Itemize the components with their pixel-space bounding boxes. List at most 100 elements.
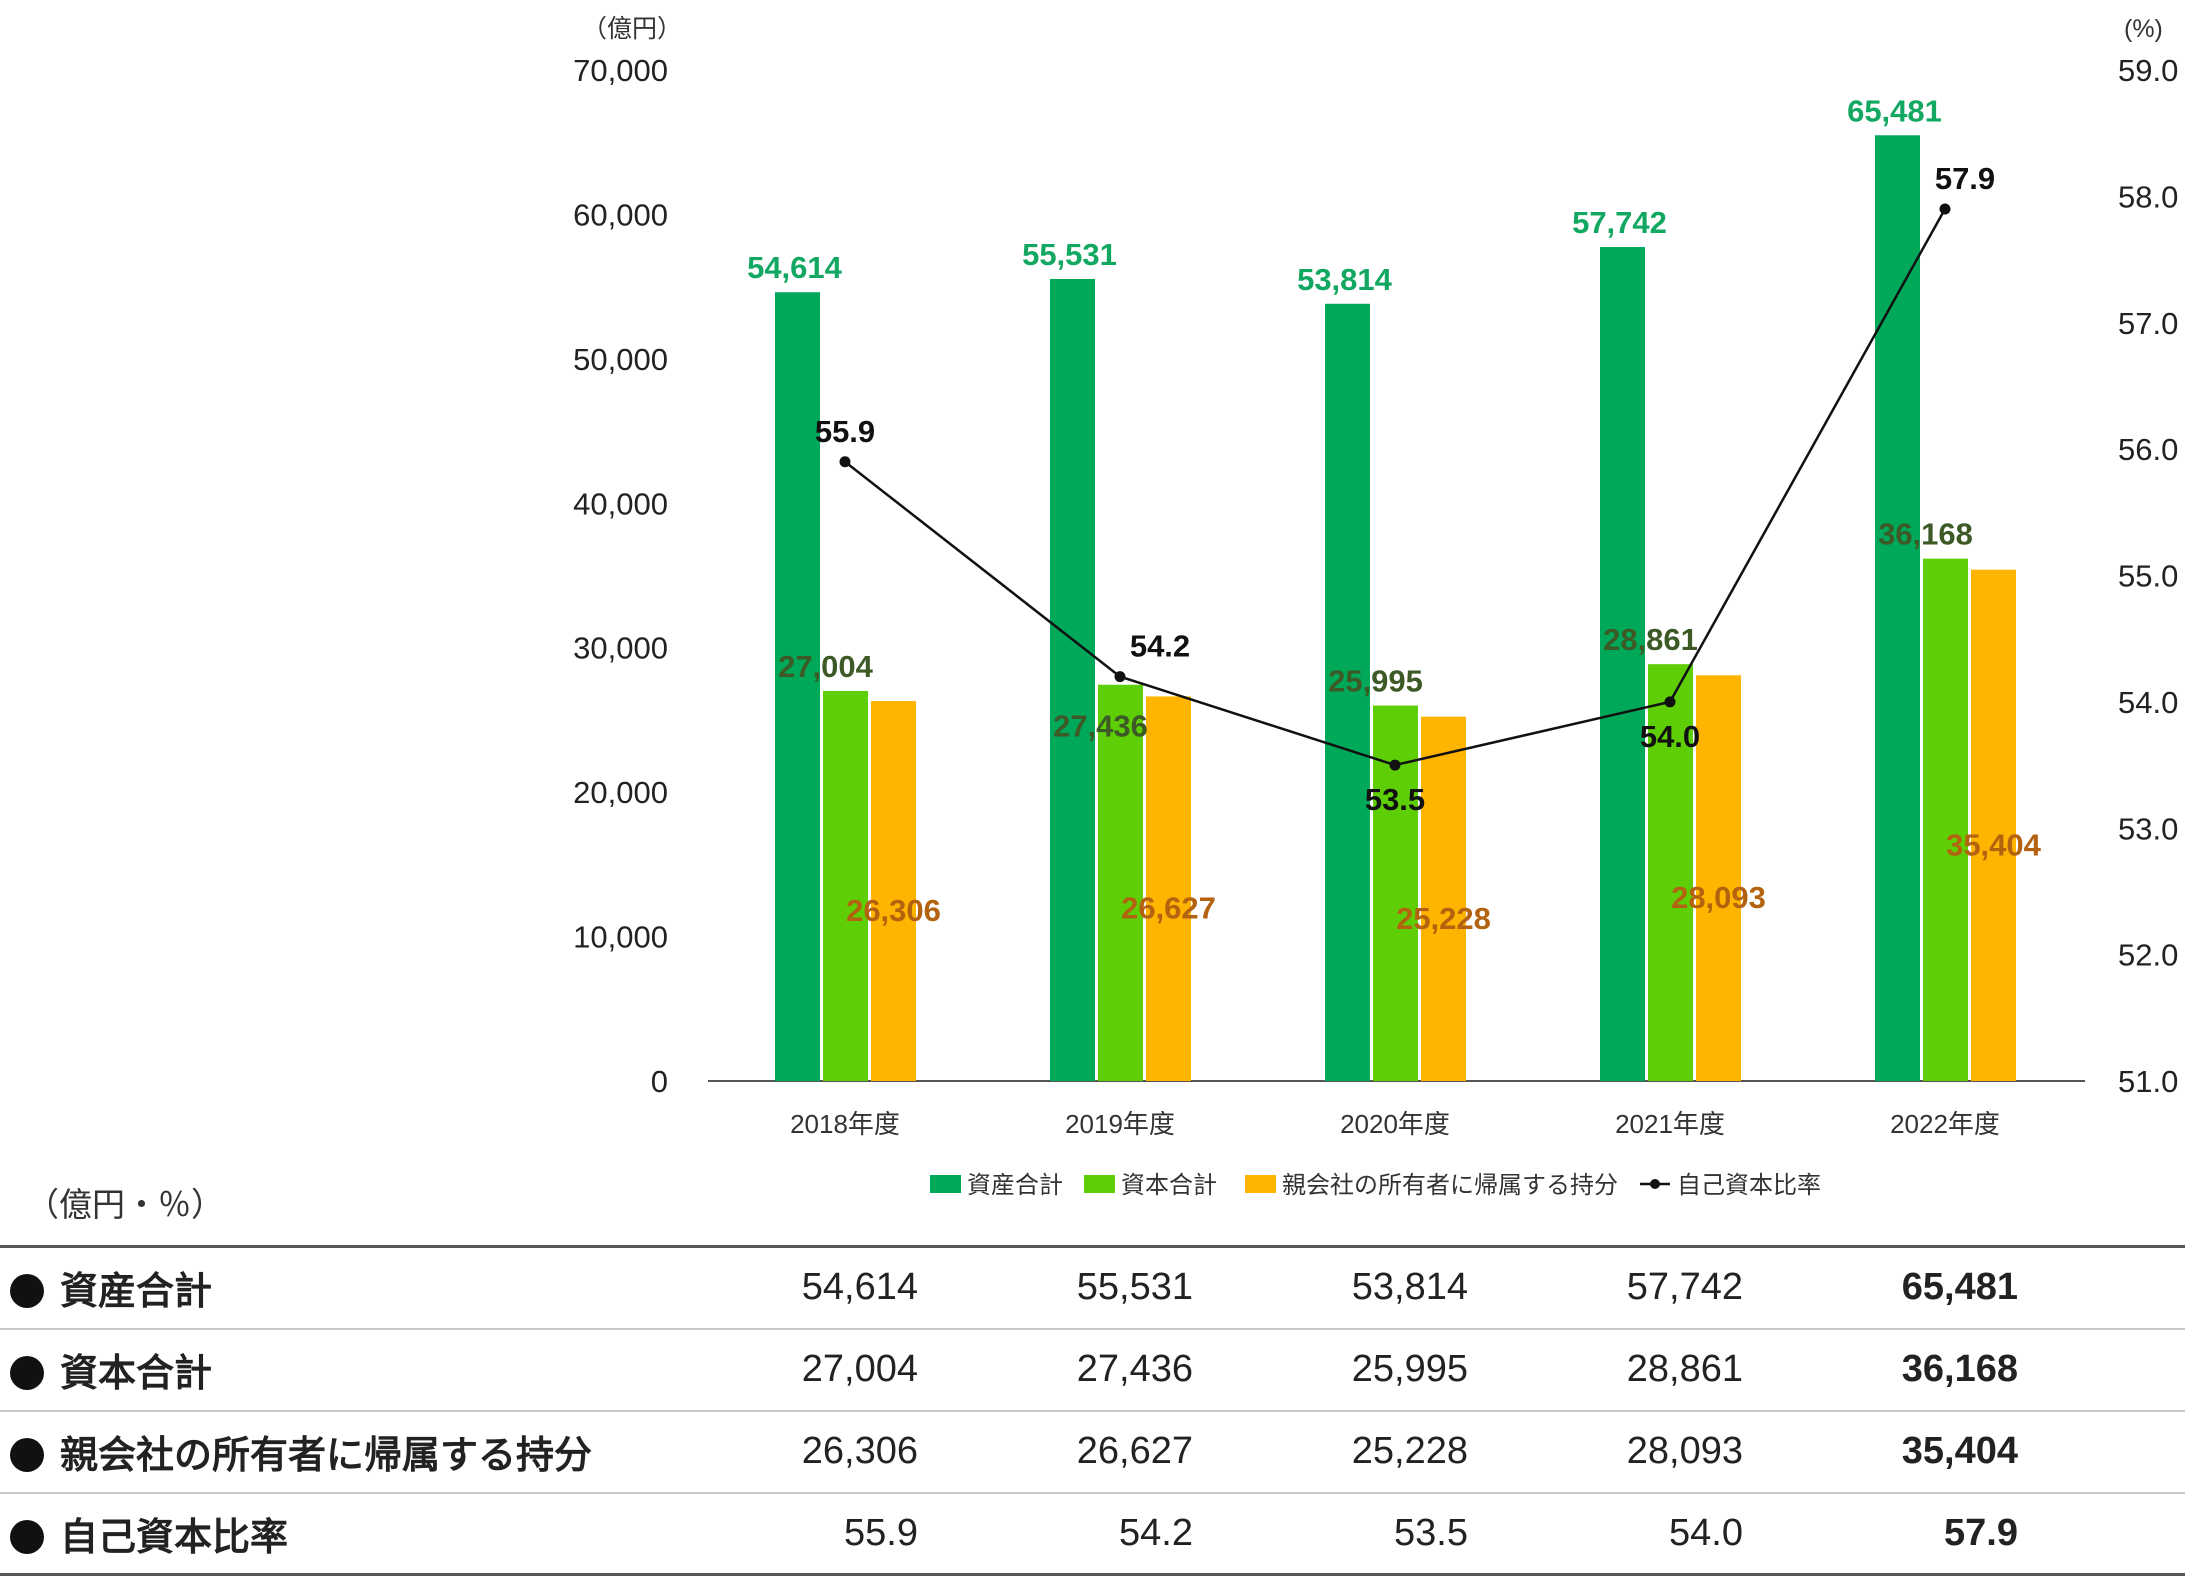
bar-value-label: 26,627 — [1121, 891, 1216, 926]
y-right-unit-label: (%) — [2124, 15, 2163, 43]
table-cell: 54,614 — [650, 1245, 918, 1330]
bar-value-label: 26,306 — [846, 893, 941, 928]
bar-2 — [823, 690, 868, 1081]
bullet-icon — [10, 1519, 44, 1554]
bar-value-label: 27,004 — [778, 649, 874, 684]
row-label: 資産合計 — [0, 1245, 650, 1330]
legend-label: 親会社の所有者に帰属する持分 — [1282, 1172, 1618, 1199]
x-tick-label: 2018年度 — [790, 1109, 900, 1139]
table-cell: 55.9 — [650, 1492, 918, 1576]
y-left-tick-label: 40,000 — [573, 486, 668, 521]
bar-2 — [1098, 684, 1143, 1081]
bar-3 — [1421, 716, 1466, 1081]
row-label: 資本合計 — [0, 1328, 650, 1412]
x-tick-label: 2021年度 — [1615, 1109, 1725, 1139]
table-row: 資産合計 54,614 55,531 53,814 57,742 65,481 — [0, 1245, 2185, 1330]
bar-1 — [1325, 303, 1370, 1081]
y-left-tick-label: 50,000 — [573, 342, 668, 377]
data-labels: 54,614 55,531 53,814 57,742 65,481 27,004 27,4… — [747, 93, 2042, 936]
bar-value-label: 36,168 — [1878, 517, 1973, 552]
y-right-tick-label: 56.0 — [2118, 432, 2178, 467]
legend-dot-icon — [1650, 1179, 1660, 1189]
bar-value-label: 25,228 — [1396, 901, 1491, 936]
ratio-value-label: 54.2 — [1130, 629, 1190, 664]
y-right-tick-label: 52.0 — [2118, 938, 2178, 973]
y-left-tick-label: 0 — [651, 1064, 668, 1099]
table-cell: 28,861 — [1468, 1328, 1743, 1412]
table-cell: 27,436 — [918, 1328, 1193, 1412]
table-row: 資本合計 27,004 27,436 25,995 28,861 36,168 — [0, 1328, 2185, 1412]
ratio-value-label: 53.5 — [1365, 782, 1425, 817]
ratio-point — [839, 456, 851, 468]
x-tick-label: 2020年度 — [1340, 1109, 1450, 1139]
y-left-tick-label: 30,000 — [573, 631, 668, 666]
y-right-tick-label: 57.0 — [2118, 306, 2178, 341]
bar-value-label: 55,531 — [1022, 237, 1117, 272]
y-right-tick-label: 59.0 — [2118, 53, 2178, 88]
table-cell: 27,004 — [650, 1328, 918, 1412]
y-right-tick-label: 55.0 — [2118, 559, 2178, 594]
table-cell: 57,742 — [1468, 1245, 1743, 1330]
table-cell: 25,995 — [1193, 1328, 1468, 1412]
legend-swatch — [930, 1175, 961, 1193]
bar-value-label: 28,861 — [1603, 622, 1698, 657]
ratio-value-label: 55.9 — [815, 414, 875, 449]
legend-label: 自己資本比率 — [1677, 1172, 1821, 1199]
bar-1 — [1050, 278, 1095, 1081]
bar-3 — [1971, 569, 2016, 1081]
legend-swatch — [1084, 1175, 1115, 1193]
y-left-tick-label: 60,000 — [573, 197, 668, 232]
bar-value-label: 35,404 — [1946, 827, 2042, 862]
table-cell: 54.0 — [1468, 1492, 1743, 1576]
y-left-tick-label: 20,000 — [573, 775, 668, 810]
table-cell: 54.2 — [918, 1492, 1193, 1576]
row-label: 自己資本比率 — [0, 1492, 650, 1576]
ratio-value-label: 57.9 — [1935, 161, 1995, 196]
ratio-point — [1664, 696, 1676, 708]
x-tick-label: 2019年度 — [1065, 1109, 1175, 1139]
chart-bars — [775, 135, 2016, 1082]
bar-value-label: 65,481 — [1847, 93, 1942, 128]
table-cell: 26,306 — [650, 1410, 918, 1494]
chart-axes: 0 10,000 20,000 30,000 40,000 50,000 60,000 70,… — [573, 15, 2178, 1139]
bar-2 — [1923, 558, 1968, 1081]
ratio-point — [1389, 759, 1401, 771]
table-cell: 53.5 — [1193, 1492, 1468, 1576]
ratio-line — [839, 203, 1951, 771]
y-right-tick-label: 51.0 — [2118, 1064, 2178, 1099]
bar-1 — [1600, 247, 1645, 1082]
legend-label: 資本合計 — [1121, 1172, 1217, 1199]
table-cell: 57.9 — [1743, 1492, 2018, 1576]
bar-value-label: 54,614 — [747, 250, 843, 285]
y-right-tick-label: 58.0 — [2118, 179, 2178, 214]
y-left-unit-label: （億円） — [582, 15, 682, 43]
x-tick-label: 2022年度 — [1890, 1109, 2000, 1139]
table-row: 親会社の所有者に帰属する持分 26,306 26,627 25,228 28,0… — [0, 1410, 2185, 1494]
table-cell: 35,404 — [1743, 1410, 2018, 1494]
y-left-tick-label: 10,000 — [573, 920, 668, 955]
bar-1 — [775, 292, 820, 1082]
table-cell: 25,228 — [1193, 1410, 1468, 1494]
row-label: 親会社の所有者に帰属する持分 — [0, 1410, 650, 1494]
table-cell: 65,481 — [1743, 1245, 2018, 1330]
chart-legend: 資産合計 資本合計 親会社の所有者に帰属する持分 自己資本比率 — [930, 1172, 1821, 1199]
bar-3 — [1696, 675, 1741, 1081]
bar-value-label: 57,742 — [1572, 205, 1667, 240]
bar-3 — [1146, 696, 1191, 1081]
ratio-point — [1114, 671, 1126, 683]
table-cell: 53,814 — [1193, 1245, 1468, 1330]
table-cell: 28,093 — [1468, 1410, 1743, 1494]
y-left-tick-label: 70,000 — [573, 53, 668, 88]
bar-value-label: 53,814 — [1297, 262, 1393, 297]
bar-value-label: 25,995 — [1328, 664, 1423, 699]
table-cell: 26,627 — [918, 1410, 1193, 1494]
bar-value-label: 28,093 — [1671, 880, 1766, 915]
y-right-tick-label: 53.0 — [2118, 811, 2178, 846]
legend-swatch — [1245, 1175, 1276, 1193]
y-right-tick-label: 54.0 — [2118, 685, 2178, 720]
ratio-value-label: 54.0 — [1640, 719, 1700, 754]
table-cell: 36,168 — [1743, 1328, 2018, 1412]
bar-3 — [871, 701, 916, 1081]
table-unit: （億円・％） — [26, 1186, 224, 1223]
bullet-icon — [10, 1274, 44, 1309]
